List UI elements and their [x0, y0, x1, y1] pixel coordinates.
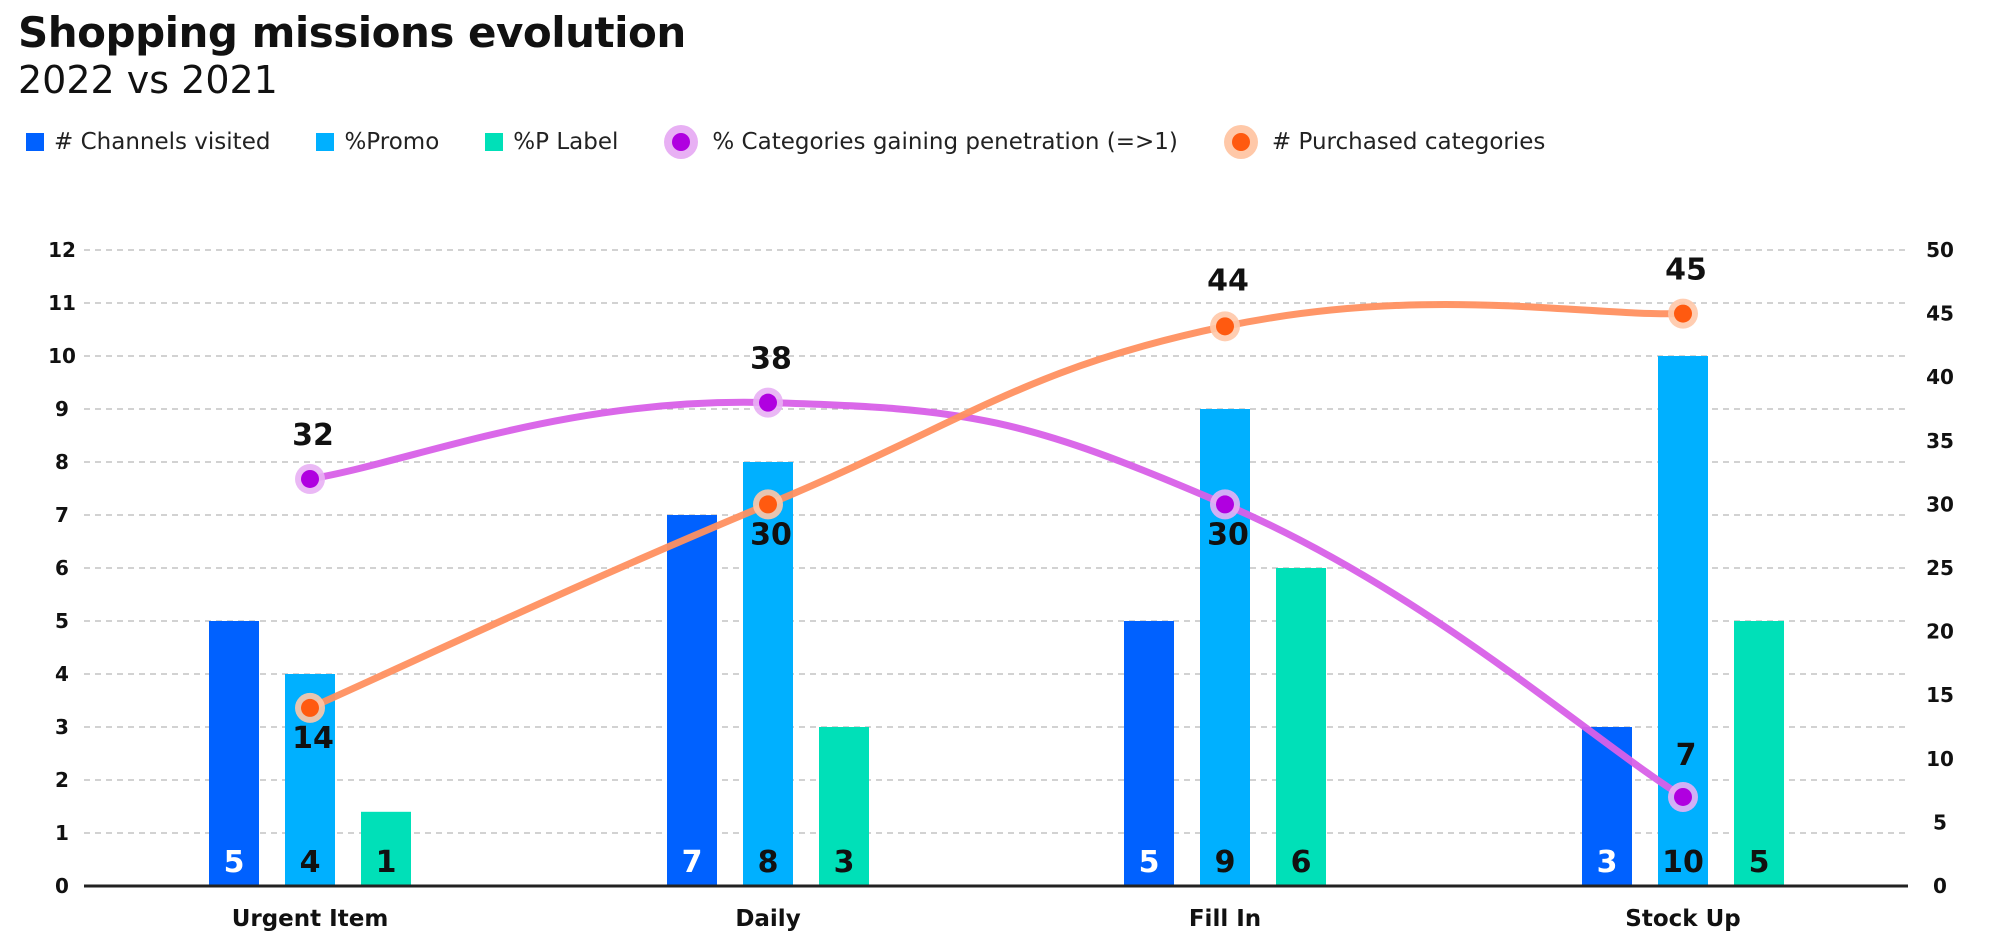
y-left-tick-label: 5 [55, 609, 69, 633]
point-value-label: 30 [750, 517, 792, 552]
bar-value-label: 8 [758, 845, 779, 880]
bar [667, 515, 717, 886]
x-tick-label: Daily [735, 906, 800, 932]
bar [1200, 409, 1250, 886]
bar-value-label: 5 [224, 845, 245, 880]
legend-swatch-p-label [485, 133, 504, 151]
y-left-tick-label: 1 [55, 821, 69, 845]
y-right-tick-label: 50 [1926, 238, 1954, 262]
y-left-tick-label: 2 [55, 768, 69, 792]
point-value-label: 38 [750, 342, 792, 377]
y-left-tick-label: 11 [48, 291, 76, 315]
x-tick-label: Fill In [1189, 906, 1261, 932]
y-left-tick-label: 10 [48, 344, 76, 368]
line-point [1216, 317, 1234, 336]
y-right-tick-label: 35 [1926, 429, 1954, 453]
y-left-tick-label: 12 [48, 238, 76, 262]
bar [361, 811, 411, 886]
y-left-tick-label: 4 [55, 662, 69, 686]
chart-title: Shopping missions evolution [18, 8, 686, 57]
y-left-tick-label: 0 [55, 874, 69, 898]
bar-value-label: 6 [1291, 845, 1312, 880]
bar-value-label: 1 [376, 845, 397, 880]
legend-item-promo: %Promo [316, 129, 439, 155]
legend-label: % Categories gaining penetration (=>1) [712, 129, 1178, 155]
series-line [306, 301, 1687, 712]
point-value-label: 14 [292, 721, 334, 756]
bar [743, 462, 793, 886]
line-point [301, 698, 319, 717]
line-point [1674, 304, 1692, 323]
point-value-label: 32 [292, 418, 334, 453]
y-right-tick-label: 20 [1926, 620, 1954, 644]
bar-value-label: 9 [1215, 845, 1236, 880]
bar-value-label: 7 [682, 845, 703, 880]
legend-label: # Purchased categories [1271, 129, 1546, 155]
y-right-tick-label: 45 [1926, 302, 1954, 326]
y-right-tick-label: 0 [1933, 874, 1947, 898]
y-right-tick-label: 40 [1926, 365, 1954, 389]
point-value-label: 7 [1676, 738, 1697, 773]
chart-subtitle: 2022 vs 2021 [18, 58, 278, 102]
line-point [1216, 495, 1234, 514]
point-value-label: 44 [1207, 263, 1249, 298]
legend-item-categories-gaining: % Categories gaining penetration (=>1) [664, 125, 1178, 159]
y-right-tick-label: 5 [1933, 810, 1947, 834]
y-right-tick-label: 25 [1926, 556, 1954, 580]
bar [1124, 621, 1174, 886]
bar-value-label: 4 [300, 845, 321, 880]
legend: # Channels visited %Promo %P Label % Cat… [26, 122, 1591, 162]
y-left-tick-label: 9 [55, 397, 69, 421]
legend-item-channels-visited: # Channels visited [26, 129, 270, 155]
point-value-label: 30 [1207, 517, 1249, 552]
bar-value-label: 3 [834, 845, 855, 880]
x-tick-label: Urgent Item [232, 906, 389, 932]
y-right-tick-label: 10 [1926, 747, 1954, 771]
legend-marker-categories-gaining [664, 125, 699, 159]
line-point [759, 393, 777, 412]
bar [1276, 568, 1326, 886]
legend-item-purchased-categories: # Purchased categories [1223, 125, 1546, 159]
line-point [1674, 787, 1692, 806]
point-value-label: 45 [1665, 253, 1707, 288]
y-left-tick-label: 8 [55, 450, 69, 474]
y-left-tick-label: 3 [55, 715, 69, 739]
line-point [759, 495, 777, 514]
bar [819, 727, 869, 886]
line-point [301, 469, 319, 488]
legend-swatch-promo [316, 133, 335, 151]
y-left-tick-label: 6 [55, 556, 69, 580]
bar-value-label: 5 [1139, 845, 1160, 880]
bar-value-label: 5 [1749, 845, 1770, 880]
bar [1734, 621, 1784, 886]
y-right-tick-label: 30 [1926, 492, 1954, 516]
legend-marker-purchased-categories [1223, 125, 1258, 159]
series-line [306, 398, 1687, 801]
y-left-tick-label: 7 [55, 503, 69, 527]
legend-label: %Promo [344, 129, 440, 155]
legend-swatch-channels-visited [26, 133, 44, 151]
y-right-tick-label: 15 [1926, 683, 1954, 707]
bar [209, 621, 259, 886]
legend-item-p-label: %P Label [485, 129, 618, 155]
bar-value-label: 10 [1662, 845, 1704, 880]
legend-label: # Channels visited [54, 129, 271, 155]
bar-value-label: 3 [1597, 845, 1618, 880]
legend-label: %P Label [513, 129, 619, 155]
x-tick-label: Stock Up [1625, 906, 1740, 932]
